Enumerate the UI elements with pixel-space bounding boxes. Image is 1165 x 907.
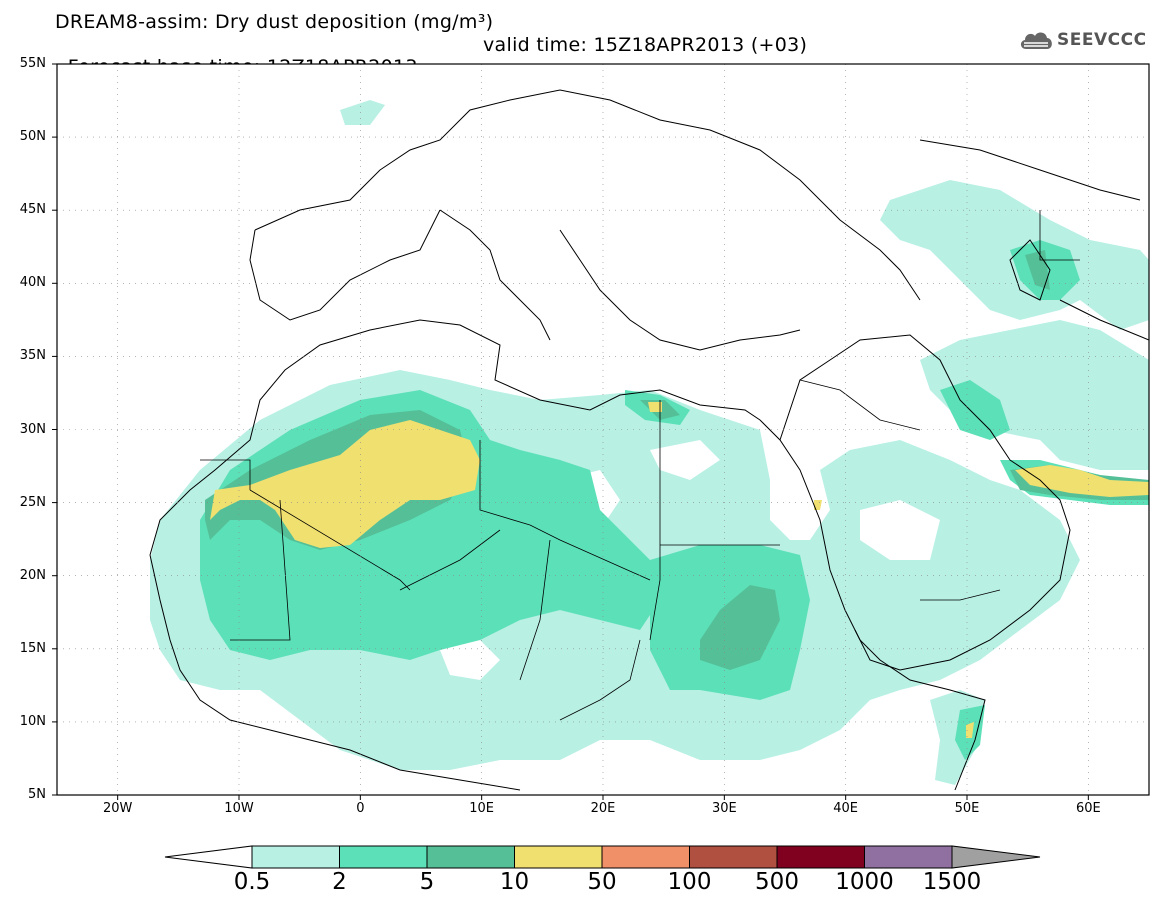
longitude-tick-label: 20E [590, 801, 616, 816]
colorbar-tick-label: 2 [332, 869, 347, 895]
longitude-tick-label: 10E [469, 801, 495, 816]
longitude-tick-label: 20W [102, 801, 133, 816]
colorbar-swatch [776, 845, 865, 869]
latitude-tick-label: 50N [19, 129, 46, 145]
longitude-tick-label: 50E [954, 801, 980, 816]
colorbar-tick-label: 100 [667, 869, 712, 895]
colorbar-swatch [601, 845, 690, 869]
latitude-tick-label: 35N [19, 348, 46, 364]
colorbar-tick-label: 500 [755, 869, 799, 895]
map-title: DREAM8-assim: Dry dust deposition (mg/m³… [55, 11, 494, 33]
country-borders [200, 210, 1080, 721]
latitude-tick-label: 30N [19, 421, 46, 437]
latitude-tick-label: 45N [19, 202, 46, 218]
colorbar-swatch [339, 845, 428, 869]
colorbar-tick-label: 0.5 [233, 869, 271, 895]
latitude-tick-label: 15N [19, 640, 46, 656]
cloud-icon [1020, 32, 1052, 49]
longitude-tick-label: 0 [356, 801, 365, 816]
longitude-tick-label: 60E [1075, 801, 1101, 816]
graticule [57, 64, 1149, 795]
colorbar-swatch [251, 845, 340, 869]
latitude-tick-label: 55N [19, 56, 46, 71]
deposition-level-10 [210, 402, 1149, 738]
colorbar-swatch [426, 845, 515, 869]
colorbar-swatch [514, 845, 603, 869]
colorbar-tick-label: 1000 [835, 869, 894, 895]
valid-time: valid time: 15Z18APR2013 (+03) [483, 34, 808, 56]
seevccc-logo: SEEVCCC [1018, 28, 1147, 52]
latitude-tick-label: 25N [19, 494, 46, 510]
colorbar-tick-label: 50 [587, 869, 617, 895]
colorbar-tick-label: 1500 [922, 869, 982, 895]
colorbar-swatch [689, 845, 778, 869]
colorbar-swatch [864, 845, 953, 869]
colorbar-tick-label: 10 [499, 869, 530, 895]
latitude-tick-label: 10N [19, 713, 46, 729]
coastlines [149, 89, 1149, 791]
colorbar-under-triangle [164, 845, 253, 869]
latitude-tick-label: 40N [19, 275, 46, 291]
longitude-tick-label: 40E [833, 801, 859, 816]
colorbar-tick-label: 5 [419, 869, 435, 895]
latitude-tick-label: 20N [19, 567, 46, 583]
logo-text: SEEVCCC [1057, 30, 1147, 50]
colorbar-over-triangle [951, 845, 1041, 869]
longitude-tick-label: 30E [711, 801, 737, 816]
latitude-tick-label: 5N [28, 787, 46, 802]
longitude-tick-label: 10W [224, 801, 254, 816]
